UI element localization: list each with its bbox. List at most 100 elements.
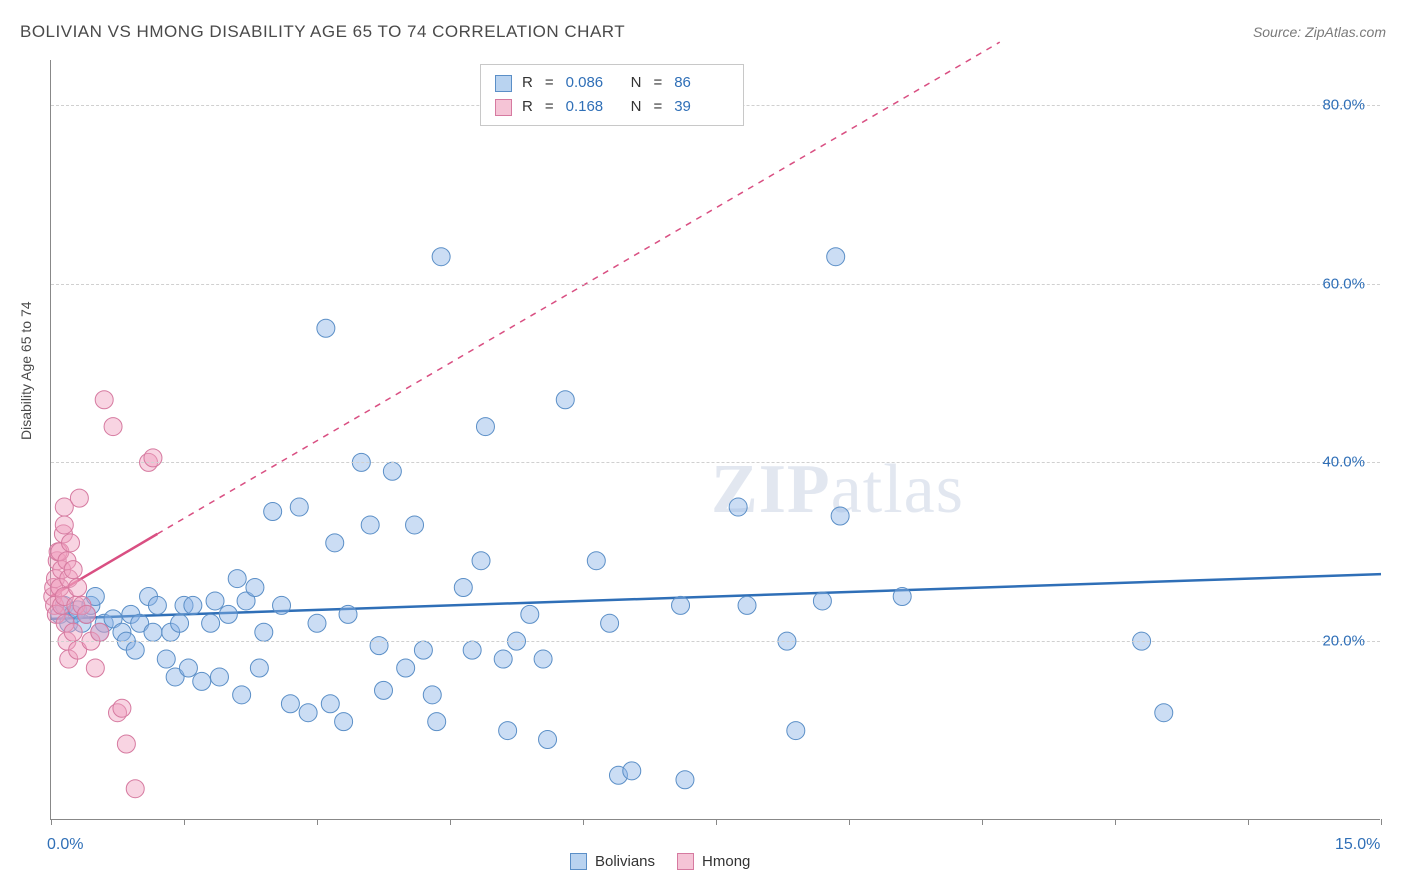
chart-svg [51,60,1380,819]
data-point [148,596,166,614]
data-point [113,699,131,717]
series-name: Hmong [702,853,750,870]
data-point [383,462,401,480]
data-point [95,391,113,409]
data-point [219,605,237,623]
data-point [210,668,228,686]
legend-swatch [570,853,587,870]
x-tick-label: 15.0% [1335,836,1380,854]
data-point [86,659,104,677]
legend-n-label: N [631,95,642,119]
data-point [117,735,135,753]
legend-n-value: 39 [674,95,729,119]
data-point [587,552,605,570]
data-point [64,561,82,579]
data-point [813,592,831,610]
data-point [157,650,175,668]
data-point [827,248,845,266]
data-point [144,623,162,641]
chart-title: BOLIVIAN VS HMONG DISABILITY AGE 65 TO 7… [20,22,625,42]
data-point [623,762,641,780]
data-point [335,713,353,731]
legend-r-label: R [522,95,533,119]
x-tick-label: 0.0% [47,836,83,854]
series-legend: Bolivians Hmong [570,853,750,870]
data-point [233,686,251,704]
data-point [539,731,557,749]
series-legend-item: Hmong [677,853,750,870]
data-point [831,507,849,525]
data-point [738,596,756,614]
data-point [144,449,162,467]
y-tick-label: 80.0% [1322,96,1365,113]
data-point [326,534,344,552]
source-prefix: Source: [1253,24,1305,40]
y-tick-label: 20.0% [1322,633,1365,650]
data-point [499,722,517,740]
legend-r-label: R [522,71,533,95]
data-point [676,771,694,789]
gridline [51,284,1380,285]
x-tick [51,819,52,825]
legend-n-label: N [631,71,642,95]
data-point [202,614,220,632]
data-point [126,780,144,798]
data-point [55,516,73,534]
correlation-legend: R=0.086N=86R=0.168N=39 [480,64,744,126]
data-point [246,579,264,597]
data-point [299,704,317,722]
data-point [62,534,80,552]
data-point [77,605,95,623]
data-point [397,659,415,677]
data-point [126,641,144,659]
data-point [432,248,450,266]
data-point [787,722,805,740]
data-point [317,319,335,337]
data-point [476,418,494,436]
data-point [290,498,308,516]
data-point [463,641,481,659]
x-tick [1115,819,1116,825]
plot-area: ZIPatlas 20.0%40.0%60.0%80.0%0.0%15.0% [50,60,1380,820]
legend-r-value: 0.168 [566,95,621,119]
data-point [534,650,552,668]
data-point [729,498,747,516]
data-point [70,489,88,507]
data-point [264,503,282,521]
gridline [51,641,1380,642]
data-point [339,605,357,623]
x-tick [716,819,717,825]
x-tick [583,819,584,825]
legend-row: R=0.086N=86 [495,71,729,95]
series-name: Bolivians [595,853,655,870]
gridline [51,462,1380,463]
data-point [273,596,291,614]
data-point [69,579,87,597]
legend-swatch [495,75,512,92]
x-tick [184,819,185,825]
legend-row: R=0.168N=39 [495,95,729,119]
x-tick [1381,819,1382,825]
y-tick-label: 40.0% [1322,454,1365,471]
x-tick [982,819,983,825]
data-point [255,623,273,641]
legend-swatch [677,853,694,870]
data-point [428,713,446,731]
data-point [193,672,211,690]
data-point [250,659,268,677]
x-tick [1248,819,1249,825]
x-tick [849,819,850,825]
data-point [423,686,441,704]
data-point [321,695,339,713]
data-point [228,570,246,588]
data-point [179,659,197,677]
y-tick-label: 60.0% [1322,275,1365,292]
data-point [104,418,122,436]
data-point [601,614,619,632]
data-point [206,592,224,610]
data-point [1155,704,1173,722]
data-point [454,579,472,597]
source-attribution: Source: ZipAtlas.com [1253,24,1386,40]
data-point [893,587,911,605]
data-point [281,695,299,713]
